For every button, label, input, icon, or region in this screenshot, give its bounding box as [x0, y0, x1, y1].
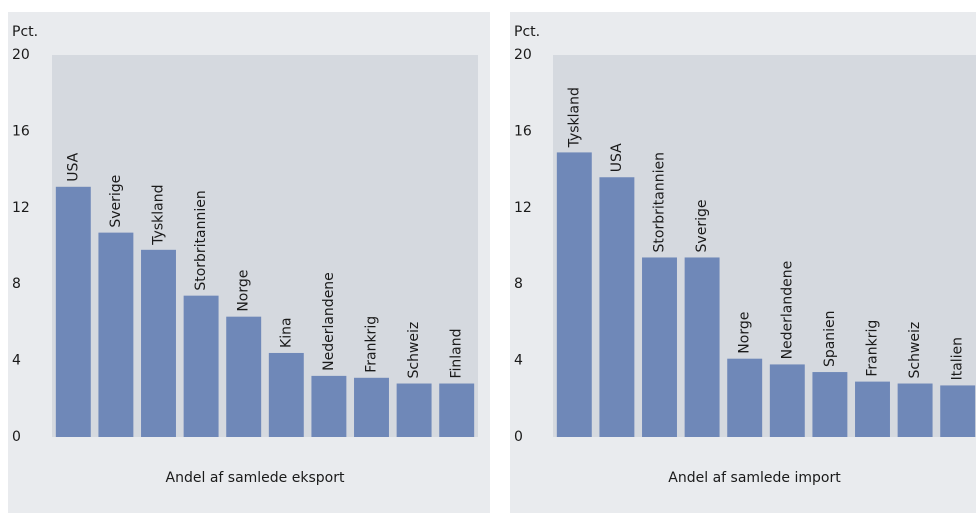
- bar-category-label: Sverige: [694, 200, 710, 253]
- bar-category-label: Italien: [950, 337, 966, 380]
- bar: [684, 257, 720, 437]
- bar-category-label: USA: [609, 143, 625, 172]
- y-tick-label: 0: [514, 429, 523, 445]
- y-tick-label: 20: [514, 47, 532, 63]
- y-tick-label: 12: [12, 200, 30, 216]
- y-axis-label: Pct.: [514, 24, 540, 40]
- y-tick-label: 8: [514, 276, 523, 292]
- bar-category-label: Frankrig: [865, 320, 881, 377]
- bar: [226, 316, 262, 437]
- bar-category-label: Norge: [737, 312, 753, 354]
- bar: [311, 375, 347, 437]
- bar: [396, 383, 432, 437]
- bar-category-label: Storbritannien: [652, 152, 668, 252]
- bar: [268, 352, 304, 437]
- y-tick-label: 4: [12, 353, 21, 369]
- bar-category-label: USA: [65, 152, 81, 181]
- bar-category-label: Schweiz: [907, 322, 923, 379]
- bar-category-label: Finland: [449, 328, 465, 378]
- y-tick-label: 4: [514, 353, 523, 369]
- bar-category-label: Schweiz: [406, 322, 422, 379]
- bar-category-label: Norge: [236, 270, 252, 312]
- bar: [439, 383, 475, 437]
- bar: [642, 257, 677, 437]
- bar-category-label: Spanien: [822, 310, 838, 367]
- bar: [354, 377, 389, 437]
- y-tick-label: 20: [12, 47, 30, 63]
- y-tick-label: 0: [12, 429, 21, 445]
- bar: [183, 295, 219, 437]
- bar-category-label: Tyskland: [151, 185, 167, 246]
- bar-category-label: Kina: [278, 317, 294, 348]
- bar: [599, 177, 635, 438]
- bar: [855, 381, 890, 437]
- bar: [556, 152, 592, 437]
- bar: [812, 372, 848, 437]
- x-axis-label: Andel af samlede eksport: [166, 470, 345, 486]
- bar: [940, 385, 976, 437]
- x-axis-label: Andel af samlede import: [668, 470, 841, 486]
- bar: [897, 383, 933, 437]
- y-tick-label: 12: [514, 200, 532, 216]
- bar-category-label: Tyskland: [566, 87, 582, 148]
- bar: [769, 364, 805, 437]
- bar: [98, 232, 134, 437]
- bar-category-label: Nederlandene: [779, 261, 795, 360]
- bar-category-label: Frankrig: [364, 316, 380, 373]
- y-tick-label: 8: [12, 276, 21, 292]
- y-tick-label: 16: [514, 123, 532, 139]
- bar-category-label: Nederlandene: [321, 272, 337, 371]
- y-axis-label: Pct.: [12, 24, 38, 40]
- bar-category-label: Storbritannien: [193, 190, 209, 290]
- bar: [141, 249, 176, 437]
- y-tick-label: 16: [12, 123, 30, 139]
- bar: [55, 186, 91, 437]
- bar: [727, 358, 763, 437]
- bar-category-label: Sverige: [108, 175, 124, 228]
